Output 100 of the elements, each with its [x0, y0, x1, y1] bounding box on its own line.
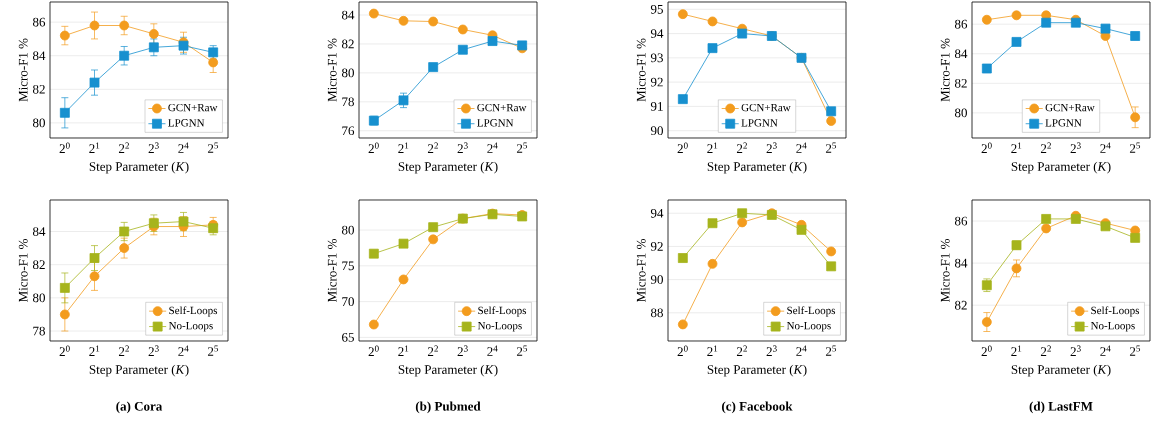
x-tick-label: 2$^{2}$	[1040, 345, 1051, 356]
legend-label: Self-Loops	[478, 306, 527, 317]
x-tick-label: 2$^{1}$	[398, 142, 409, 153]
y-tick-label: 84	[954, 258, 968, 268]
y-tick-label: 80	[341, 68, 354, 78]
x-tick-label: 2$^{5}$	[825, 345, 837, 356]
x-tick-label: 2$^{3}$	[457, 345, 468, 356]
y-tick-label: 92	[650, 242, 663, 251]
text: (b) Pubmed	[415, 401, 481, 414]
x-tick-label: 2$^{2}$	[118, 142, 129, 153]
x-tick-label: 2$^{0}$	[981, 345, 992, 356]
y-tick-label: 80	[954, 108, 967, 118]
y-tick-label: 94	[650, 208, 664, 218]
x-tick-label: 2$^{1}$	[398, 345, 409, 356]
x-tick-label: 2$^{0}$	[981, 142, 992, 153]
x-tick-label: 2$^{5}$	[825, 142, 837, 153]
x-tick-label: 2$^{3}$	[766, 142, 777, 153]
x-tick-label: 2$^{3}$	[1070, 345, 1081, 356]
y-tick-label: 91	[650, 102, 663, 111]
x-tick-label: 2$^{2}$	[118, 345, 129, 356]
x-tick-label: 2$^{3}$	[148, 142, 159, 153]
legend-label: GCN+Raw	[477, 103, 527, 112]
y-tick-label: 80	[32, 293, 45, 303]
x-axis-title: Step Parameter (K)	[1011, 161, 1111, 174]
y-tick-label: 88	[650, 308, 663, 318]
y-axis-title: Micro-F1 %	[636, 38, 646, 102]
y-tick-label: 84	[32, 227, 46, 236]
y-tick-label: 90	[650, 126, 663, 136]
y-tick-label: 86	[954, 19, 968, 29]
y-tick-label: 90	[650, 275, 663, 284]
legend-label: LPGNN	[477, 119, 514, 127]
y-tick-label: 82	[954, 300, 967, 310]
x-tick-label: 2$^{1}$	[89, 142, 100, 153]
y-tick-label: 84	[341, 10, 355, 20]
x-tick-label: 2$^{2}$	[736, 345, 747, 356]
x-tick-label: 2$^{5}$	[1129, 345, 1141, 356]
y-tick-label: 84	[32, 51, 46, 61]
y-tick-label: 82	[32, 260, 45, 270]
text: (d) LastFM	[1029, 401, 1093, 414]
x-tick-label: 2$^{1}$	[707, 142, 718, 153]
x-tick-label: 2$^{0}$	[59, 142, 70, 153]
y-tick-label: 65	[342, 333, 354, 342]
text: (c) Facebook	[722, 401, 793, 414]
x-tick-label: 2$^{3}$	[1070, 142, 1081, 153]
y-tick-label: 76	[342, 126, 355, 136]
legend-label: LPGNN	[1045, 119, 1082, 127]
x-tick-label: 2$^{4}$	[796, 345, 807, 356]
x-tick-label: 2$^{4}$	[1100, 142, 1111, 153]
text: (a) Cora	[116, 401, 163, 414]
y-tick-label: 82	[32, 84, 45, 94]
x-axis-title: Step Parameter (K)	[398, 161, 498, 174]
x-tick-label: 2$^{4}$	[1100, 345, 1111, 356]
x-axis-title: Step Parameter (K)	[1011, 364, 1111, 377]
x-tick-label: 2$^{1}$	[1011, 345, 1022, 356]
y-axis-title: Micro-F1 %	[327, 238, 337, 303]
y-tick-label: 80	[32, 118, 45, 128]
x-axis-title: Step Parameter (K)	[707, 364, 807, 377]
legend-label: No-Loops	[168, 322, 213, 332]
y-tick-label: 82	[341, 39, 354, 49]
y-tick-label: 70	[342, 297, 354, 307]
y-tick-label: 80	[341, 225, 354, 235]
x-tick-label: 2$^{0}$	[368, 142, 379, 153]
x-tick-label: 2$^{5}$	[207, 345, 219, 356]
x-tick-label: 2$^{2}$	[427, 345, 438, 356]
x-tick-label: 2$^{4}$	[487, 345, 498, 356]
y-tick-label: 86	[954, 216, 968, 226]
x-tick-label: 2$^{0}$	[677, 345, 688, 356]
y-axis-title: Micro-F1 %	[940, 38, 950, 102]
x-axis-title: Step Parameter (K)	[398, 364, 498, 377]
x-tick-label: 2$^{4}$	[178, 345, 189, 356]
legend-label: No-Loops	[786, 322, 831, 332]
x-tick-label: 2$^{4}$	[796, 142, 807, 153]
y-axis-title: Micro-F1 %	[636, 239, 646, 303]
x-axis-title: Step Parameter (K)	[89, 364, 189, 377]
y-tick-label: 95	[650, 4, 663, 14]
x-tick-label: 2$^{0}$	[677, 142, 688, 153]
y-axis-title: Micro-F1 %	[18, 239, 28, 303]
legend-label: Self-Loops	[169, 306, 218, 317]
legend-label: LPGNN	[741, 119, 778, 127]
legend-label: GCN+Raw	[168, 103, 218, 112]
x-axis-title: Step Parameter (K)	[89, 161, 189, 174]
x-tick-label: 2$^{1}$	[1011, 142, 1022, 153]
x-tick-label: 2$^{5}$	[516, 345, 528, 356]
legend-label: No-Loops	[1090, 322, 1135, 332]
x-tick-label: 2$^{2}$	[1040, 142, 1051, 153]
legend-label: No-Loops	[477, 322, 522, 332]
legend-label: GCN+Raw	[1045, 103, 1095, 112]
y-tick-label: 78	[33, 326, 45, 336]
x-tick-label: 2$^{0}$	[59, 345, 70, 356]
y-tick-label: 94	[650, 29, 664, 38]
x-tick-label: 2$^{1}$	[89, 345, 100, 356]
legend-label: Self-Loops	[1091, 306, 1140, 317]
x-tick-label: 2$^{2}$	[736, 142, 747, 153]
x-tick-label: 2$^{4}$	[178, 142, 189, 153]
x-tick-label: 2$^{2}$	[427, 142, 438, 153]
y-tick-label: 86	[32, 17, 46, 27]
x-axis-title: Step Parameter (K)	[707, 161, 807, 174]
y-tick-label: 82	[954, 78, 967, 88]
x-tick-label: 2$^{3}$	[148, 345, 159, 356]
y-tick-label: 75	[342, 261, 354, 271]
